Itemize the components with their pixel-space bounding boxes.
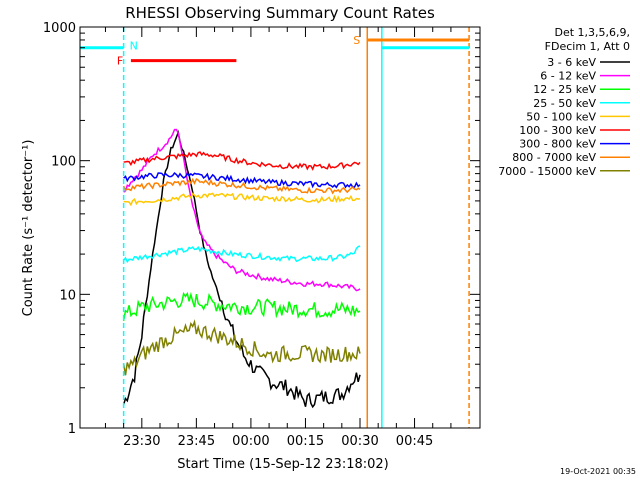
- legend-header-line-2: FDecim 1, Att 0: [545, 40, 630, 53]
- legend-entry-label: 100 - 300 keV: [519, 124, 596, 137]
- legend-entry-label: 25 - 50 keV: [533, 97, 596, 110]
- legend-entry-label: 6 - 12 keV: [540, 70, 596, 83]
- flag-label: F: [117, 55, 123, 68]
- flag-label: S: [353, 34, 360, 47]
- x-tick-label: 00:45: [396, 434, 433, 449]
- series-line: [123, 128, 361, 292]
- legend-entry-label: 300 - 800 keV: [519, 138, 596, 151]
- x-axis-label: Start Time (15-Sep-12 23:18:02): [177, 457, 388, 472]
- series-line: [123, 245, 361, 264]
- series-layer: [122, 128, 361, 409]
- series-line: [123, 151, 361, 171]
- series-line: [123, 172, 361, 189]
- plot-frame: [79, 26, 481, 429]
- flag-label: N: [130, 40, 138, 53]
- legend-entry-label: 800 - 7000 keV: [512, 151, 596, 164]
- legend-header-line-1: Det 1,3,5,6,9,: [554, 26, 630, 39]
- marker-layer: NF S: [80, 27, 470, 428]
- footer-date: 19-Oct-2021 00:35: [560, 467, 636, 476]
- x-tick-label: 23:30: [123, 434, 160, 449]
- legend-entry-label: 3 - 6 keV: [547, 56, 596, 69]
- legend-entry-label: 12 - 25 keV: [533, 83, 596, 96]
- y-tick-label: 100: [51, 155, 76, 170]
- x-tick-label: 23:45: [178, 434, 215, 449]
- y-tick-label: 10: [59, 288, 76, 303]
- chart-title: RHESSI Observing Summary Count Rates: [125, 4, 435, 22]
- series-line: [122, 319, 361, 376]
- series-line: [123, 192, 361, 207]
- x-tick-label: 00:15: [287, 434, 324, 449]
- series-line: [122, 177, 361, 195]
- legend-entry-label: 50 - 100 keV: [526, 110, 596, 123]
- x-tick-label: 00:30: [341, 434, 378, 449]
- y-axis-label: Count Rate (s⁻¹ detector⁻¹): [21, 140, 36, 317]
- legend-entry-label: 7000 - 15000 keV: [498, 165, 596, 178]
- axis-layer: 1 10 100 1000 23:30 23:45 00:00 00:15 00:30 00:45: [43, 21, 481, 449]
- y-tick-label: 1: [68, 422, 76, 437]
- series-line: [122, 291, 361, 322]
- x-tick-label: 00:00: [232, 434, 269, 449]
- y-tick-label: 1000: [43, 21, 76, 36]
